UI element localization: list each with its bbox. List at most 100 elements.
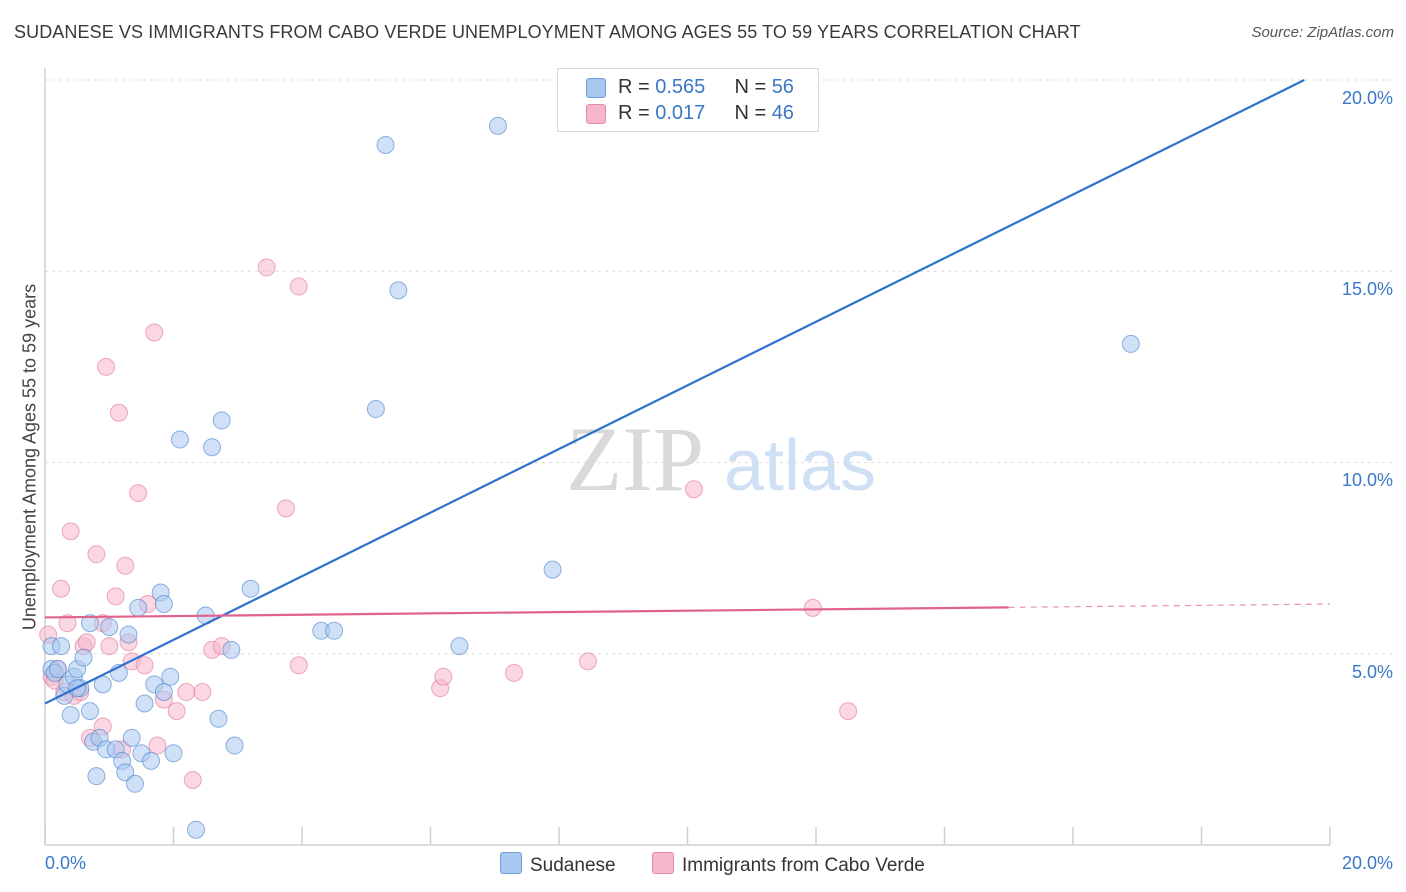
y-tick-label-15: 15.0% (1342, 279, 1393, 299)
cabo-verde-point (58, 614, 77, 633)
cabo-verde-point (578, 652, 597, 671)
sudanese-point (74, 648, 93, 667)
sudanese-point (164, 744, 183, 763)
cabo-verde-point (77, 633, 96, 652)
sudanese-point (122, 728, 141, 747)
cabo-verde-point (684, 480, 703, 499)
axes (44, 68, 1331, 846)
sudanese-point (170, 430, 189, 449)
bottom-legend-swatch-blue (500, 852, 522, 874)
grid-lines (45, 79, 1393, 655)
legend-r-value: 0.565 (655, 76, 706, 98)
bottom-legend-label: Immigrants from Cabo Verde (682, 855, 925, 876)
sudanese-point (225, 736, 244, 755)
series-sudanese-points (42, 116, 1140, 839)
sudanese-point (212, 411, 231, 430)
tick-labels: 0.0% 20.0% 5.0% 10.0% 15.0% 20.0% (45, 88, 1393, 873)
cabo-verde-point (145, 323, 164, 342)
bottom-legend-sudanese: Sudanese (500, 852, 616, 877)
series-cabo-verde-points (39, 258, 858, 789)
sudanese-point (116, 763, 135, 782)
sudanese-point (52, 637, 71, 656)
cabo-verde-point (100, 637, 119, 656)
sudanese-point (450, 637, 469, 656)
source-label: Source: ZipAtlas.com (1251, 24, 1394, 41)
sudanese-point (80, 702, 99, 721)
legend-r-value: 0.017 (655, 102, 706, 124)
bottom-legend-label: Sudanese (530, 855, 616, 876)
cabo-verde-point (183, 770, 202, 789)
sudanese-point (161, 667, 180, 686)
sudanese-point (135, 694, 154, 713)
sudanese-point (222, 640, 241, 659)
sudanese-point (488, 116, 507, 135)
cabo-verde-point (289, 277, 308, 296)
legend-swatch-pink (586, 104, 606, 124)
cabo-verde-point (803, 598, 822, 617)
sudanese-point (376, 136, 395, 155)
cabo-verde-point (257, 258, 276, 277)
cabo-verde-point (276, 499, 295, 518)
sudanese-point (87, 767, 106, 786)
sudanese-point (80, 614, 99, 633)
sudanese-point (142, 751, 161, 770)
sudanese-point (366, 399, 385, 418)
legend-r-label: R = (618, 76, 656, 98)
sudanese-point (129, 598, 148, 617)
correlation-legend: R = 0.565 N = 56 R = 0.017 N = 46 (557, 68, 819, 132)
sudanese-point (186, 820, 205, 839)
legend-n-value: 56 (771, 76, 794, 98)
sudanese-point (48, 660, 67, 679)
sudanese-point (325, 621, 344, 640)
sudanese-point (61, 705, 80, 724)
cabo-verde-point (505, 663, 524, 682)
sudanese-point (1121, 334, 1140, 353)
cabo-verde-point (177, 683, 196, 701)
cabo-verde-point (109, 403, 128, 422)
watermark-zip: ZIP (566, 408, 704, 510)
y-axis-label: Unemployment Among Ages 55 to 59 years (19, 283, 40, 631)
cabo-verde-point (87, 545, 106, 564)
cabo-verde-point (61, 522, 80, 541)
sudanese-point (241, 579, 260, 598)
cabo-verde-point (148, 736, 167, 755)
cabo-verde-point (52, 579, 71, 598)
sudanese-point (100, 617, 119, 636)
bottom-legend-cabo-verde: Immigrants from Cabo Verde (652, 852, 925, 877)
cabo-verde-point (135, 656, 154, 675)
cabo-verde-point (97, 357, 116, 376)
trend-lines (44, 79, 1331, 705)
sudanese-point (389, 281, 408, 300)
cabo-verde-point (434, 667, 453, 686)
watermark-atlas: atlas (724, 426, 876, 506)
legend-swatch-blue (586, 78, 606, 98)
sudanese-point (543, 560, 562, 579)
cabo-verde-point (129, 484, 148, 503)
y-tick-label-5: 5.0% (1352, 662, 1393, 682)
sudanese-point (209, 709, 228, 728)
legend-n-label: N = (734, 76, 772, 98)
legend-n-label: N = (734, 102, 772, 124)
cabo-verde-trend-extension (1008, 603, 1331, 608)
cabo-verde-point (289, 656, 308, 675)
cabo-verde-point (106, 587, 125, 606)
legend-r-label: R = (618, 102, 656, 124)
sudanese-point (203, 438, 222, 457)
sudanese-point (125, 774, 144, 793)
chart-title: SUDANESE VS IMMIGRANTS FROM CABO VERDE U… (14, 22, 1081, 42)
x-tick-label-min: 0.0% (45, 853, 86, 873)
x-tick-label-max: 20.0% (1342, 853, 1393, 873)
cabo-verde-point (167, 702, 186, 721)
y-tick-label-10: 10.0% (1342, 470, 1393, 490)
bottom-legend-swatch-pink (652, 852, 674, 874)
cabo-verde-point (116, 556, 135, 575)
sudanese-point (154, 683, 173, 701)
y-tick-label-20: 20.0% (1342, 88, 1393, 108)
sudanese-trend-line (44, 79, 1305, 705)
cabo-verde-point (193, 683, 212, 701)
cabo-verde-point (839, 702, 858, 721)
sudanese-point (154, 595, 173, 614)
legend-n-value: 46 (771, 102, 794, 124)
sudanese-point (119, 625, 138, 644)
